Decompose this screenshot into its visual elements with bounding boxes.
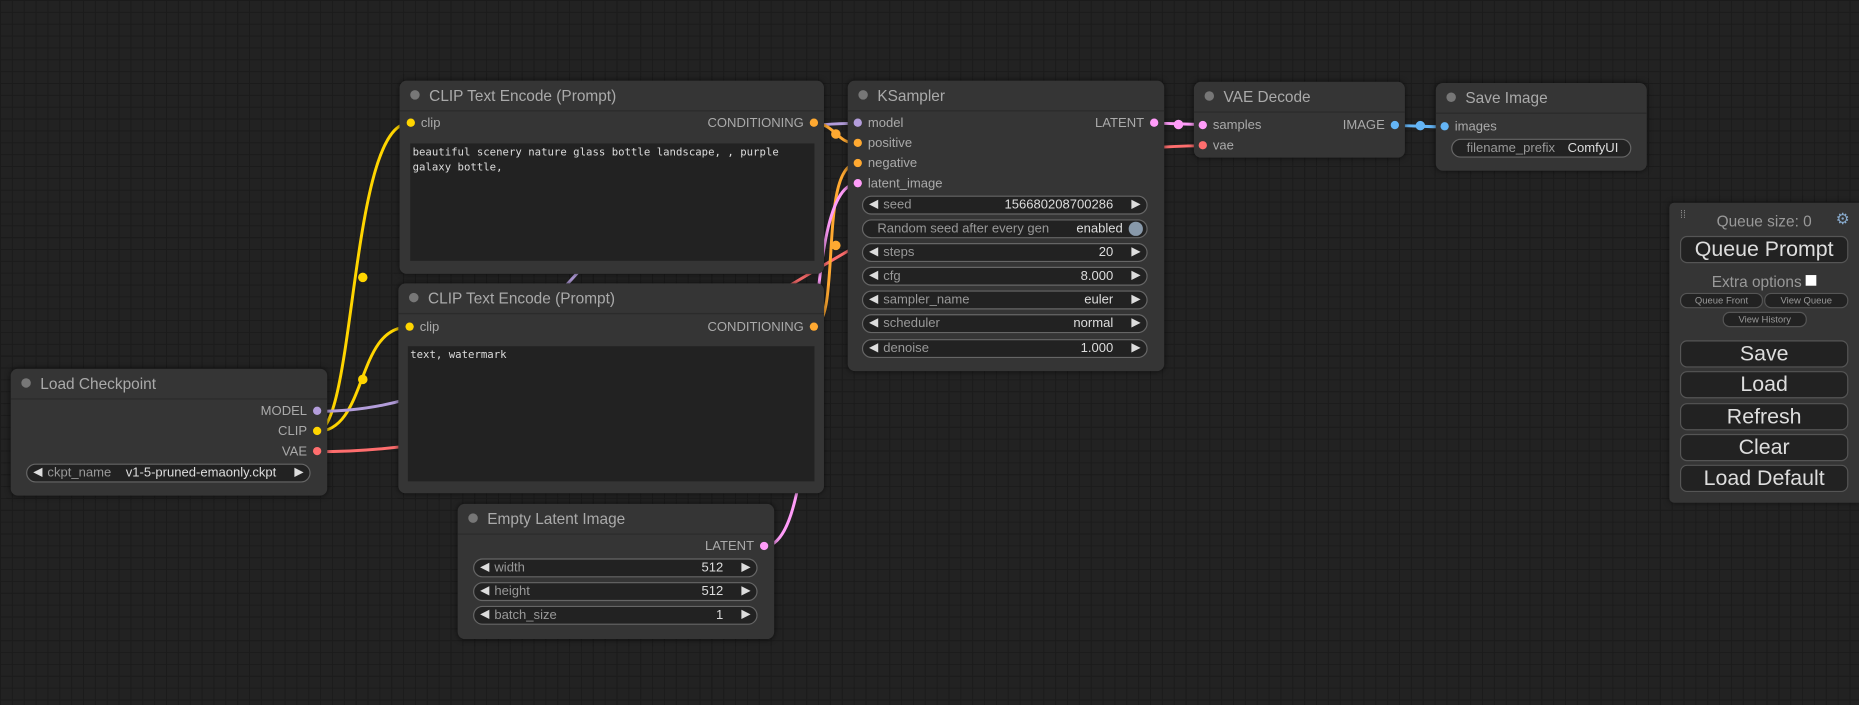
scheduler-combo[interactable]: ◀ scheduler normal ▶ [861,314,1148,334]
output-vae[interactable]: VAE [282,443,325,460]
output-latent[interactable]: LATENT [1095,115,1162,132]
arrow-left-icon[interactable]: ◀ [480,608,490,622]
collapse-dot-icon[interactable] [409,292,419,303]
node-save-image[interactable]: Save Image images filename_prefix ComfyUI [1435,82,1647,171]
arrow-left-icon[interactable]: ◀ [869,341,879,355]
denoise-widget[interactable]: ◀ denoise 1.000 ▶ [861,339,1148,359]
queue-size-label: Queue size: 0 [1716,212,1812,231]
prompt-textarea[interactable]: text, watermark [407,346,815,482]
arrow-left-icon[interactable]: ◀ [33,465,43,479]
load-default-button[interactable]: Load Default [1679,464,1849,493]
arrow-right-icon[interactable]: ▶ [1131,269,1141,283]
steps-widget[interactable]: ◀ steps 20 ▶ [861,243,1148,263]
input-vae[interactable]: vae [1194,138,1234,155]
gear-icon[interactable]: ⚙ [1835,209,1850,228]
toggle-knob-icon[interactable] [1128,221,1143,236]
node-ksampler[interactable]: KSampler model positive negative latent_… [847,80,1165,372]
input-negative[interactable]: negative [849,155,917,172]
cfg-widget[interactable]: ◀ cfg 8.000 ▶ [861,266,1148,286]
input-samples[interactable]: samples [1194,117,1261,134]
arrow-left-icon[interactable]: ◀ [869,197,879,212]
node-empty-latent-image[interactable]: Empty Latent Image LATENT ◀ width 512 ▶ ◀ he… [457,503,775,640]
node-title[interactable]: Empty Latent Image [457,504,775,535]
output-model[interactable]: MODEL [261,403,325,420]
filename-prefix-input[interactable]: filename_prefix ComfyUI [1451,138,1632,158]
wire-midpoint[interactable] [1173,119,1184,130]
output-clip[interactable]: CLIP [278,423,325,440]
collapse-dot-icon[interactable] [468,513,478,523]
input-clip[interactable]: clip [402,115,440,132]
arrow-left-icon[interactable]: ◀ [869,269,879,283]
arrow-right-icon[interactable]: ▶ [1131,341,1141,355]
arrow-right-icon[interactable]: ▶ [1131,292,1141,306]
output-image[interactable]: IMAGE [1343,117,1403,134]
output-conditioning[interactable]: CONDITIONING [707,319,821,336]
arrow-left-icon[interactable]: ◀ [869,292,879,306]
batch-size-widget[interactable]: ◀ batch_size 1 ▶ [473,605,758,625]
wire-midpoint[interactable] [358,374,368,385]
height-widget[interactable]: ◀ height 512 ▶ [473,582,758,602]
save-button[interactable]: Save [1679,340,1849,368]
sampler-name-combo[interactable]: ◀ sampler_name euler ▶ [861,290,1148,310]
collapse-dot-icon[interactable] [1446,92,1456,102]
node-title[interactable]: Save Image [1435,83,1647,114]
width-widget[interactable]: ◀ width 512 ▶ [473,558,758,578]
arrow-right-icon[interactable]: ▶ [1131,316,1141,330]
extra-options: Extra options [1669,273,1859,290]
prompt-textarea[interactable]: beautiful scenery nature glass bottle la… [410,143,815,261]
arrow-left-icon[interactable]: ◀ [869,245,879,259]
input-images[interactable]: images [1436,119,1497,136]
queue-prompt-button[interactable]: Queue Prompt [1679,235,1849,264]
node-vae-decode[interactable]: VAE Decode samples vae IMAGE [1193,81,1405,158]
node-title[interactable]: CLIP Text Encode (Prompt) [398,283,824,315]
extra-options-checkbox[interactable] [1805,275,1817,286]
arrow-right-icon[interactable]: ▶ [294,465,304,479]
input-clip[interactable]: clip [401,319,439,336]
output-conditioning[interactable]: CONDITIONING [707,115,821,132]
input-model[interactable]: model [849,115,903,132]
collapse-dot-icon[interactable] [21,378,31,388]
input-positive[interactable]: positive [849,135,912,152]
random-seed-toggle[interactable]: Random seed after every gen enabled [861,219,1148,239]
queue-front-button[interactable]: Queue Front [1679,292,1763,309]
seed-widget[interactable]: ◀ seed 156680208700286 ▶ [861,195,1148,215]
arrow-left-icon[interactable]: ◀ [480,560,490,574]
node-clip-text-encode-negative[interactable]: CLIP Text Encode (Prompt) clip CONDITION… [398,283,824,494]
queue-panel: ⁞⁞ Queue size: 0 ⚙ Queue Prompt Extra op… [1669,202,1859,503]
arrow-left-icon[interactable]: ◀ [869,316,879,330]
node-title[interactable]: KSampler [847,81,1165,112]
wire-clip-positive [316,121,410,434]
load-button[interactable]: Load [1679,371,1849,399]
arrow-right-icon[interactable]: ▶ [1131,197,1141,212]
node-title[interactable]: VAE Decode [1193,82,1405,113]
arrow-left-icon[interactable]: ◀ [480,584,490,598]
clear-button[interactable]: Clear [1679,433,1849,462]
ckpt-name-combo[interactable]: ◀ ckpt_name v1-5-pruned-emaonly.ckpt ▶ [26,463,311,483]
collapse-dot-icon[interactable] [858,90,868,100]
view-history-button[interactable]: View History [1722,311,1807,328]
input-latent-image[interactable]: latent_image [849,175,943,192]
node-clip-text-encode-positive[interactable]: CLIP Text Encode (Prompt) clip CONDITION… [399,80,824,274]
node-title[interactable]: Load Checkpoint [10,369,328,400]
view-queue-button[interactable]: View Queue [1764,292,1849,309]
arrow-right-icon[interactable]: ▶ [741,560,751,574]
wire-midpoint[interactable] [1415,120,1426,131]
output-latent[interactable]: LATENT [705,538,772,555]
node-title[interactable]: CLIP Text Encode (Prompt) [399,81,824,112]
arrow-right-icon[interactable]: ▶ [741,584,751,598]
arrow-right-icon[interactable]: ▶ [1131,245,1141,259]
drag-handle-icon[interactable]: ⁞⁞ [1679,208,1686,221]
refresh-button[interactable]: Refresh [1679,403,1849,431]
arrow-right-icon[interactable]: ▶ [741,608,751,622]
collapse-dot-icon[interactable] [1204,91,1215,101]
collapse-dot-icon[interactable] [410,90,420,100]
wire-midpoint[interactable] [831,240,841,251]
wire-midpoint[interactable] [358,272,368,283]
node-load-checkpoint[interactable]: Load Checkpoint MODEL CLIP VAE ◀ ckpt_nam… [10,368,328,496]
wire-midpoint[interactable] [831,129,841,139]
